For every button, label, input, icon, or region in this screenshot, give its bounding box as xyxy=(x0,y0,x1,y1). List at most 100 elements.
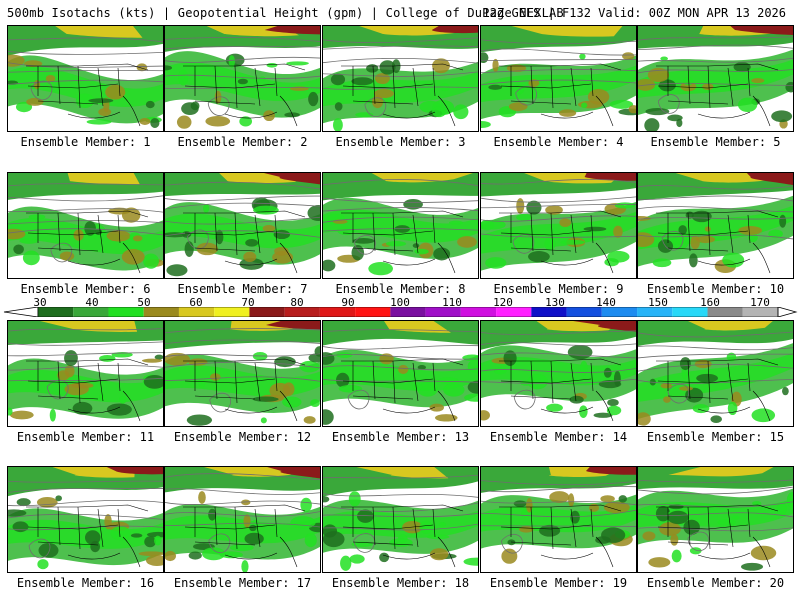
member-label-text: Ensemble Member: 4 xyxy=(493,135,624,149)
member-label-text: Ensemble Member: 20 xyxy=(646,576,785,590)
ensemble-member-map xyxy=(7,320,164,427)
isotach-field xyxy=(481,173,636,271)
colorbar-tick-label: 50 xyxy=(137,296,151,309)
boundaries xyxy=(499,504,622,568)
colorbar-scale xyxy=(3,307,798,317)
boundaries xyxy=(656,358,779,422)
member-label: Ensemble Member: 17 xyxy=(164,576,321,590)
member-label-text: Ensemble Member: 19 xyxy=(489,576,628,590)
ensemble-member-map xyxy=(7,466,164,573)
height-contours xyxy=(323,329,478,410)
colorbar-tick-label: 70 xyxy=(241,296,255,309)
colorbar-swatch xyxy=(284,307,320,317)
height-contours xyxy=(638,479,793,552)
height-contours xyxy=(323,474,478,553)
colorbar-swatch xyxy=(390,307,426,317)
height-contours xyxy=(481,178,636,254)
member-label: Ensemble Member: 14 xyxy=(480,430,637,444)
colorbar-swatch xyxy=(531,307,567,317)
map-image xyxy=(323,26,478,131)
member-label-text: Ensemble Member: 5 xyxy=(650,135,781,149)
ensemble-member-map xyxy=(164,320,321,427)
colorbar-tick-label: 80 xyxy=(290,296,304,309)
height-contours xyxy=(8,37,163,101)
colorbar-swatch xyxy=(178,307,215,317)
map-image xyxy=(323,467,478,571)
height-contours xyxy=(8,328,163,400)
map-image xyxy=(165,173,320,277)
colorbar-swatch xyxy=(73,307,109,317)
colorbar-tick-label: 60 xyxy=(189,296,203,309)
member-label: Ensemble Member: 3 xyxy=(322,135,479,149)
height-contours xyxy=(323,179,478,255)
ensemble-member-map xyxy=(322,320,479,427)
isotach-field xyxy=(481,467,636,564)
height-contours xyxy=(165,37,320,116)
member-label: Ensemble Member: 15 xyxy=(637,430,794,444)
isotach-field xyxy=(165,321,320,426)
boundaries xyxy=(499,63,622,127)
colorbar-tick-label: 170 xyxy=(750,296,770,309)
isotach-field xyxy=(8,26,163,128)
map-image xyxy=(481,26,636,128)
isotach-field xyxy=(638,467,793,571)
member-label-text: Ensemble Member: 7 xyxy=(177,282,308,296)
member-label-text: Ensemble Member: 17 xyxy=(173,576,312,590)
colorbar-tick-label: 120 xyxy=(493,296,513,309)
height-contours xyxy=(165,473,320,554)
isotach-field xyxy=(165,26,320,129)
member-label: Ensemble Member: 6 xyxy=(7,282,164,296)
boundaries xyxy=(26,504,149,568)
member-label: Ensemble Member: 4 xyxy=(480,135,637,149)
member-label-text: Ensemble Member: 11 xyxy=(16,430,155,444)
ensemble-member-map xyxy=(7,172,164,279)
isotach-field xyxy=(638,173,793,274)
ensemble-member-map xyxy=(322,25,479,132)
height-contours xyxy=(8,183,163,263)
isotach-field xyxy=(323,321,478,425)
isotach-field xyxy=(481,321,636,421)
ensemble-member-map xyxy=(480,172,637,279)
map-image xyxy=(638,173,793,274)
map-image xyxy=(638,321,793,426)
boundaries xyxy=(26,63,149,127)
map-image xyxy=(8,467,163,570)
colorbar-max-arrow xyxy=(777,307,798,317)
colorbar-swatch xyxy=(742,307,778,317)
height-contours xyxy=(8,480,163,559)
member-label-text: Ensemble Member: 16 xyxy=(16,576,155,590)
header: 500mb Isotachs (kts) | Geopotential Heig… xyxy=(0,0,800,24)
ensemble-member-map xyxy=(637,320,794,427)
page-title: 500mb Isotachs (kts) | Geopotential Heig… xyxy=(7,6,564,20)
isotach-field xyxy=(323,467,478,571)
colorbar-tick-label: 110 xyxy=(442,296,462,309)
isotach-field xyxy=(638,26,793,131)
colorbar-tick-label: 40 xyxy=(85,296,99,309)
member-label: Ensemble Member: 12 xyxy=(164,430,321,444)
colorbar-swatch xyxy=(214,307,250,317)
boundaries xyxy=(341,358,464,422)
boundaries xyxy=(656,504,779,568)
height-contours xyxy=(165,181,320,250)
ensemble-member-map xyxy=(480,25,637,132)
colorbar-swatch xyxy=(566,307,602,317)
isotach-field xyxy=(323,26,478,131)
color-legend: 30 40 50 60 70 80 90 100 110 120 130 140 150 160 170 xyxy=(0,296,800,320)
member-label: Ensemble Member: 13 xyxy=(322,430,479,444)
boundaries xyxy=(183,358,306,422)
member-label-text: Ensemble Member: 10 xyxy=(646,282,785,296)
colorbar-swatch xyxy=(637,307,673,317)
boundaries xyxy=(656,210,779,274)
boundaries xyxy=(341,210,464,274)
colorbar-swatch xyxy=(460,307,497,317)
isotach-field xyxy=(165,173,320,277)
ensemble-member-map xyxy=(480,466,637,573)
member-label: Ensemble Member: 9 xyxy=(480,282,637,296)
ensemble-member-map xyxy=(322,466,479,573)
ensemble-member-map xyxy=(637,25,794,132)
colorbar-tick-label: 160 xyxy=(700,296,720,309)
colorbar-swatch xyxy=(425,307,461,317)
member-label-text: Ensemble Member: 2 xyxy=(177,135,308,149)
ensemble-member-map xyxy=(480,320,637,427)
boundaries xyxy=(656,63,779,127)
